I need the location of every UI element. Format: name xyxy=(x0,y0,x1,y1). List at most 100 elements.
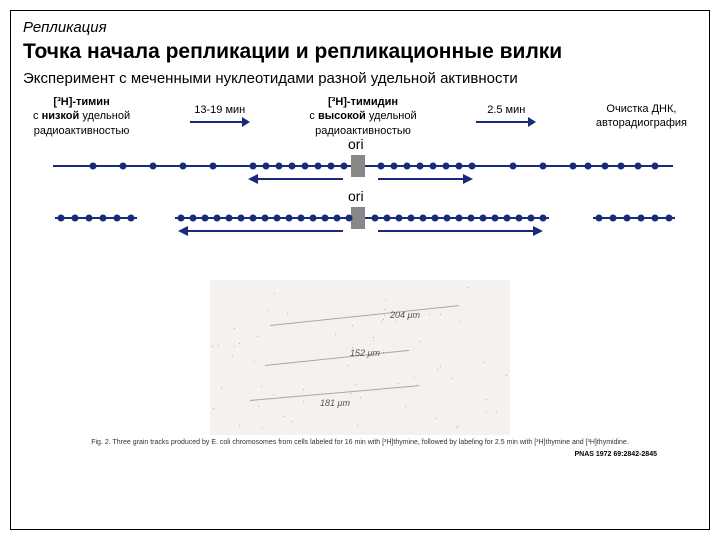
dna-dot xyxy=(250,162,257,169)
flow-row: [³H]-тимин с низкой удельной радиоактивн… xyxy=(33,95,687,138)
dna-dot xyxy=(666,214,673,221)
arrow-1-label: 13-19 мин xyxy=(190,104,250,116)
dna-dot xyxy=(298,214,305,221)
dna-dot xyxy=(404,162,411,169)
track-length-label: 204 μm xyxy=(390,310,420,320)
b1-l2: с низкой удельной xyxy=(33,109,130,123)
dna-dot xyxy=(86,214,93,221)
dna-dot xyxy=(624,214,631,221)
subtitle: Эксперимент с меченными нуклеотидами раз… xyxy=(23,70,697,87)
dna-dot xyxy=(346,214,353,221)
grain-track xyxy=(270,305,459,326)
arrow-1: 13-19 мин xyxy=(190,104,250,128)
dna-dot xyxy=(652,214,659,221)
dna-dot xyxy=(540,162,547,169)
autoradiograph-photo: 204 μm 152 μm 181 μm xyxy=(210,280,510,435)
flow-block-1: [³H]-тимин с низкой удельной радиоактивн… xyxy=(33,95,130,138)
arrow-2-label: 2.5 мин xyxy=(476,104,536,116)
dna-dot xyxy=(469,162,476,169)
dna-dot xyxy=(420,214,427,221)
dna-dot xyxy=(58,214,65,221)
dna-dot xyxy=(570,162,577,169)
dna-dot xyxy=(302,162,309,169)
dna-dot xyxy=(602,162,609,169)
b3-l2: авторадиография xyxy=(596,116,687,130)
dna-dot xyxy=(528,214,535,221)
dna-dot xyxy=(540,214,547,221)
dna-dot xyxy=(263,162,270,169)
dna-dot xyxy=(391,162,398,169)
dna-dot xyxy=(310,214,317,221)
dna-line xyxy=(55,217,137,219)
ori-box xyxy=(351,155,365,177)
dna-line xyxy=(593,217,675,219)
ori-label: ori xyxy=(348,188,364,204)
dna-dot xyxy=(114,214,121,221)
dna-dot xyxy=(238,214,245,221)
dna-dot xyxy=(286,214,293,221)
dna-dot xyxy=(214,214,221,221)
dna-dot xyxy=(456,162,463,169)
arrow-right-icon xyxy=(190,116,250,128)
b3-l1: Очистка ДНК, xyxy=(596,102,687,116)
arrow-2: 2.5 мин xyxy=(476,104,536,128)
ori-box xyxy=(351,207,365,229)
dna-dot xyxy=(372,214,379,221)
dna-dot xyxy=(378,162,385,169)
dna-dot xyxy=(72,214,79,221)
ori-label: ori xyxy=(348,136,364,152)
dna-dot xyxy=(289,162,296,169)
dna-dot xyxy=(322,214,329,221)
dna-dot xyxy=(180,162,187,169)
photo-caption: Fig. 2. Three grain tracks produced by E… xyxy=(23,439,697,447)
citation: PNAS 1972 69:2842-2845 xyxy=(23,451,657,458)
dna-dot xyxy=(618,162,625,169)
direction-arrow-icon xyxy=(178,224,348,238)
dna-dot xyxy=(635,162,642,169)
b2-l1: [³H]-тимидин xyxy=(309,95,416,109)
dna-dot xyxy=(128,214,135,221)
dna-dot xyxy=(328,162,335,169)
dna-dot xyxy=(276,162,283,169)
dna-dot xyxy=(210,162,217,169)
dna-dot xyxy=(408,214,415,221)
dna-dot xyxy=(480,214,487,221)
dna-dot xyxy=(100,214,107,221)
dna-dot xyxy=(226,214,233,221)
dna-dot xyxy=(652,162,659,169)
dna-dot xyxy=(150,162,157,169)
slide-frame: Репликация Точка начала репликации и реп… xyxy=(10,10,710,530)
direction-arrow-icon xyxy=(378,172,478,186)
dna-dot xyxy=(250,214,257,221)
flow-block-3: Очистка ДНК, авторадиография xyxy=(596,102,687,131)
section-label: Репликация xyxy=(23,19,697,36)
dna-dot xyxy=(417,162,424,169)
flow-block-2: [³H]-тимидин с высокой удельной радиоакт… xyxy=(309,95,416,138)
dna-dot xyxy=(610,214,617,221)
dna-dot xyxy=(504,214,511,221)
dna-dot xyxy=(190,214,197,221)
dna-dot xyxy=(341,162,348,169)
dna-dot xyxy=(492,214,499,221)
dna-dot xyxy=(262,214,269,221)
dna-dot xyxy=(334,214,341,221)
dna-dot xyxy=(443,162,450,169)
dna-dot xyxy=(274,214,281,221)
b1-l1: [³H]-тимин xyxy=(33,95,130,109)
dna-dot xyxy=(510,162,517,169)
dna-dot xyxy=(120,162,127,169)
dna-dot xyxy=(202,214,209,221)
dna-dot xyxy=(384,214,391,221)
dna-dot xyxy=(516,214,523,221)
dna-dot xyxy=(468,214,475,221)
dna-dot xyxy=(432,214,439,221)
track-length-label: 152 μm xyxy=(350,348,380,358)
page-title: Точка начала репликации и репликационные… xyxy=(23,40,697,64)
dna-dot xyxy=(444,214,451,221)
track-length-label: 181 μm xyxy=(320,398,350,408)
b2-l2: с высокой удельной xyxy=(309,109,416,123)
dna-dot xyxy=(638,214,645,221)
grain-track xyxy=(265,350,409,366)
dna-dot xyxy=(178,214,185,221)
dna-dot xyxy=(315,162,322,169)
